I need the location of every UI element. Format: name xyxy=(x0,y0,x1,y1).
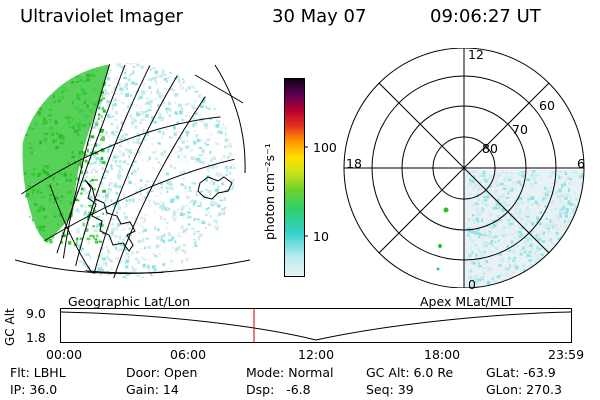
mlt-label-top: 12 xyxy=(468,47,484,62)
gc-alt-info: GC Alt: 6.0 Re xyxy=(366,365,454,380)
geo-lon-info: GLon: 270.3 xyxy=(486,382,562,397)
mode-info: Mode: Normal xyxy=(246,365,334,380)
orbit-axis-title: GC Alt xyxy=(3,308,17,346)
colorbar-tick-100: 100 xyxy=(313,140,337,155)
orbit-xtick-2359: 23:59 xyxy=(548,347,585,362)
mlt-label-right: 6 xyxy=(577,156,585,171)
colorbar-unit-label: photon cm⁻²s⁻¹ xyxy=(262,143,277,240)
apex-caption: Apex MLat/MLT xyxy=(420,294,514,309)
mlat-label-60: 60 xyxy=(539,98,555,113)
geo-lat-info: GLat: -63.9 xyxy=(486,365,556,380)
dsp-info: Dsp: -6.8 xyxy=(246,382,311,397)
orbit-ytick-low: 1.8 xyxy=(26,330,46,345)
mlt-label-bottom: 0 xyxy=(468,277,476,292)
mlat-label-80: 80 xyxy=(482,141,498,156)
door-info: Door: Open xyxy=(126,365,198,380)
polar-mlat-mlt-plot xyxy=(343,48,585,288)
orbit-ytick-high: 9.0 xyxy=(26,306,46,321)
observation-date: 30 May 07 xyxy=(272,6,367,27)
observation-time: 09:06:27 UT xyxy=(430,6,541,27)
orbit-xtick-0600: 06:00 xyxy=(170,347,207,362)
sequence-info: Seq: 39 xyxy=(366,382,414,397)
colorbar-tick-10: 10 xyxy=(313,229,329,244)
mlat-label-70: 70 xyxy=(512,122,528,137)
orbit-xtick-0000: 00:00 xyxy=(46,347,83,362)
colorbar xyxy=(284,78,308,277)
altitude-curve xyxy=(60,311,572,341)
orbit-xtick-1800: 18:00 xyxy=(424,347,461,362)
mlt-label-left: 18 xyxy=(346,156,362,171)
filter-info: Flt: LBHL xyxy=(10,365,66,380)
instrument-title: Ultraviolet Imager xyxy=(20,6,183,27)
gain-info: Gain: 14 xyxy=(126,382,179,397)
geographic-globe-image xyxy=(15,63,250,279)
coastline-east xyxy=(197,176,233,200)
coastline xyxy=(84,179,136,252)
orbit-xtick-1200: 12:00 xyxy=(298,347,335,362)
ip-info: IP: 36.0 xyxy=(10,382,58,397)
geographic-caption: Geographic Lat/Lon xyxy=(68,294,190,309)
polar-grid xyxy=(343,48,585,288)
orbit-altitude-plot xyxy=(60,308,572,343)
